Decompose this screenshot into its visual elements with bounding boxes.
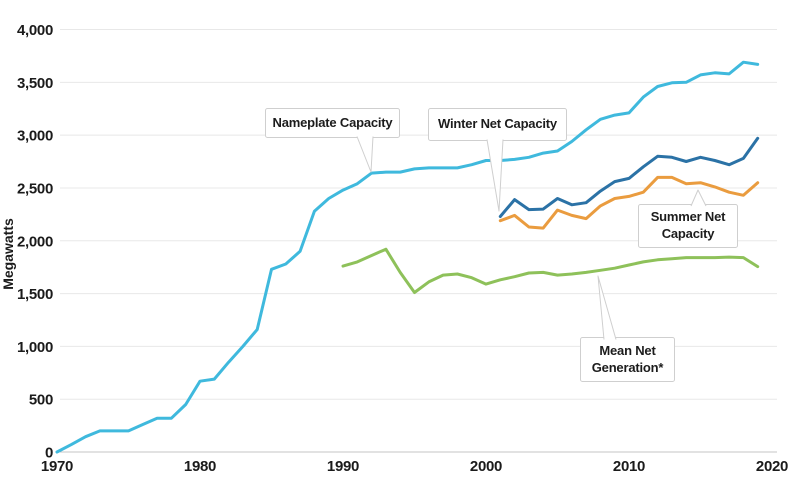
y-tick-3000: 3,000: [17, 128, 53, 145]
x-tick-2010: 2010: [613, 458, 645, 475]
summer-net-capacity-callout-box-pointer: [690, 189, 707, 207]
axis-tick-labels: 0 500 1,000 1,500 2,000 2,500 3,000 3,500 4,000 1…: [17, 22, 788, 475]
y-axis-title: Megawatts: [0, 218, 16, 290]
y-tick-4000: 4,000: [17, 22, 53, 39]
x-tick-1970: 1970: [41, 458, 73, 475]
x-tick-2020: 2020: [756, 458, 788, 475]
mean-net-generation-line: [341, 247, 760, 294]
x-tick-1990: 1990: [327, 458, 359, 475]
y-tick-1000: 1,000: [17, 339, 53, 356]
mean-net-generation-callout-box-pointer: [597, 275, 617, 340]
winter-net-capacity-callout-box: [428, 108, 567, 141]
y-tick-0: 0: [45, 445, 53, 462]
summer-net-capacity-line: [498, 175, 760, 230]
x-tick-2000: 2000: [470, 458, 502, 475]
y-tick-1500: 1,500: [17, 286, 53, 303]
callout-shapes: [265, 108, 738, 382]
x-tick-1980: 1980: [184, 458, 216, 475]
mean-net-generation-callout-box: [580, 337, 675, 382]
y-tick-500: 500: [29, 392, 53, 409]
y-tick-3500: 3,500: [17, 75, 53, 92]
y-tick-2000: 2,000: [17, 233, 53, 250]
nameplate-capacity-line: [55, 60, 760, 454]
nameplate-capacity-callout-box: [265, 108, 400, 138]
data-series: [55, 60, 760, 454]
winter-net-capacity-line: [498, 136, 760, 218]
nameplate-capacity-callout-box-pointer: [356, 136, 374, 173]
winter-net-capacity-callout-box-pointer: [486, 139, 504, 212]
y-tick-2500: 2,500: [17, 180, 53, 197]
gridlines: [60, 29, 777, 453]
summer-net-capacity-callout-box: [638, 204, 738, 248]
